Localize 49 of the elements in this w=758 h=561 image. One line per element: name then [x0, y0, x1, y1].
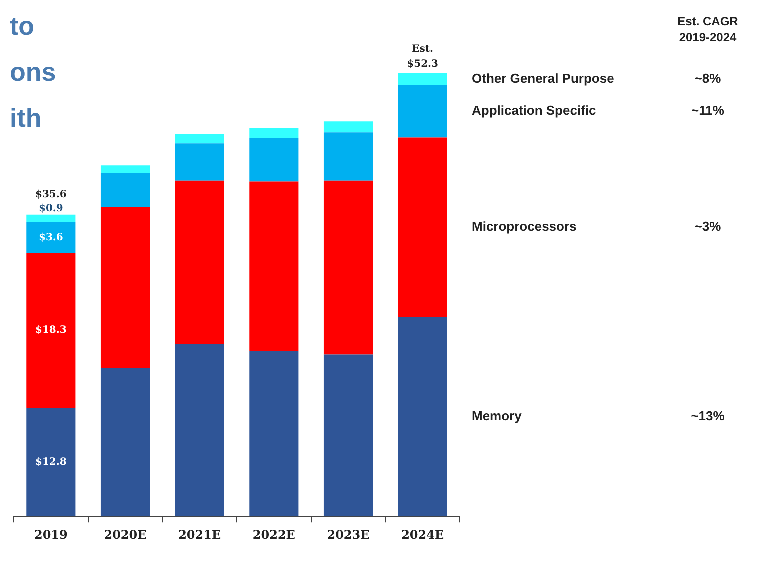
- total-label: $52.3: [407, 58, 439, 70]
- bar: [26, 408, 76, 517]
- x-tick-label: 2021E: [178, 528, 222, 542]
- text: to: [10, 11, 35, 42]
- series-label: Application Specific: [472, 102, 596, 118]
- data-label: $12.8: [36, 456, 67, 468]
- bar: [250, 182, 299, 352]
- bar: [398, 73, 448, 86]
- series-label: Microprocessors: [472, 219, 577, 234]
- x-tick-label: 2019: [34, 528, 68, 542]
- text: ~3%: [694, 219, 722, 234]
- text: ~13%: [691, 408, 726, 424]
- bar: [324, 180, 374, 355]
- bar: [250, 138, 299, 182]
- bar: [175, 344, 224, 517]
- annotation: ons: [10, 57, 56, 88]
- bar: [398, 138, 448, 318]
- bar: [324, 122, 374, 133]
- bar: [324, 132, 374, 181]
- bar: [100, 173, 150, 208]
- text: ~8%: [694, 70, 722, 86]
- bar: [100, 368, 150, 517]
- annotation: Est.: [412, 44, 434, 55]
- bar: [175, 134, 224, 144]
- bar: [100, 207, 150, 368]
- series-label: Other General Purpose: [472, 70, 614, 86]
- series-label: Memory: [472, 408, 523, 424]
- text: ~11%: [692, 102, 725, 118]
- x-tick-label: 2020E: [104, 528, 147, 542]
- bar: [398, 317, 448, 517]
- bar: [26, 214, 76, 222]
- bar: [175, 180, 224, 345]
- bar: [324, 354, 374, 517]
- text: Est. CAGR 2019-2024: [678, 14, 739, 44]
- x-tick-label: 2022E: [252, 528, 296, 542]
- bar: [250, 128, 299, 139]
- x-tick-label: 2023E: [327, 528, 370, 542]
- data-label: $0.9: [38, 203, 64, 214]
- bar: [26, 252, 76, 408]
- bar: [26, 222, 76, 253]
- x-tick-label: 2024E: [402, 528, 444, 542]
- total-label: $35.6: [36, 189, 67, 200]
- bar: [100, 166, 150, 174]
- bar: [175, 144, 224, 181]
- data-label: $3.6: [38, 232, 64, 244]
- bar: [398, 85, 448, 138]
- annotation: ith: [10, 103, 42, 134]
- data-label: $18.3: [36, 325, 67, 336]
- bar: [250, 351, 299, 517]
